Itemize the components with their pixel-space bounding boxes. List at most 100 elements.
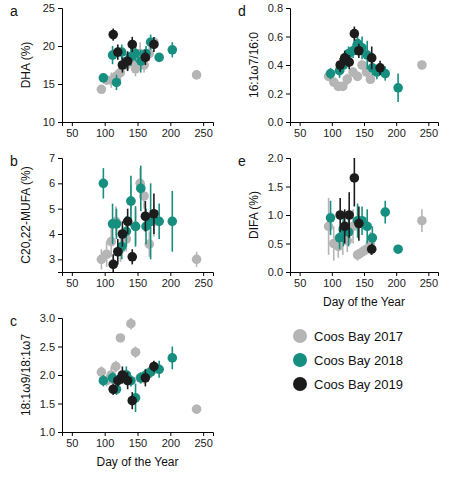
plot-area: [324, 27, 427, 103]
y-tick-mark: [58, 375, 62, 376]
y-tick-mark: [286, 94, 290, 95]
point: [149, 40, 159, 50]
y-tick: 1.0: [268, 209, 290, 221]
x-tick-label: 150: [355, 277, 373, 289]
y-tick-label: 1.0: [268, 209, 283, 221]
series: [326, 201, 403, 254]
point: [335, 233, 345, 243]
point: [368, 233, 378, 243]
point: [112, 78, 122, 88]
series: [99, 166, 178, 260]
x-tick: 100: [96, 122, 114, 139]
series: [108, 193, 158, 272]
point: [192, 404, 202, 414]
y-axis-line: [58, 319, 63, 433]
series: [335, 158, 376, 255]
plot-area: [97, 318, 202, 414]
point: [149, 209, 159, 219]
point: [350, 173, 360, 183]
y-axis: 1.01.52.02.53.0: [40, 312, 63, 438]
point: [111, 362, 121, 372]
point: [367, 244, 377, 254]
y-tick-mark: [286, 215, 290, 216]
y-tick: 7: [49, 152, 62, 164]
y-tick-mark: [286, 122, 290, 123]
series: [108, 29, 158, 73]
y-tick-label: 0.2: [268, 88, 283, 100]
x-tick-label: 200: [387, 277, 405, 289]
y-tick-label: 2.5: [40, 341, 55, 353]
x-tick-label: 50: [294, 277, 306, 289]
series: [99, 35, 178, 90]
y-tick: 2.5: [40, 341, 62, 353]
y-tick-mark: [58, 209, 62, 210]
x-tick-label: 50: [66, 277, 78, 289]
point: [367, 53, 377, 63]
x-tick-mark: [364, 122, 365, 126]
y-tick-mark: [58, 46, 62, 47]
point: [324, 222, 334, 232]
x-tick-label: 50: [294, 127, 306, 139]
point: [123, 376, 133, 386]
x-tick: 100: [323, 122, 341, 139]
y-tick-label: 15: [43, 78, 55, 90]
y-tick-mark: [58, 8, 62, 9]
x-tick-label: 200: [387, 127, 405, 139]
x-tick: 200: [387, 272, 405, 289]
point: [102, 249, 112, 259]
point: [131, 347, 141, 357]
y-tick-mark: [58, 432, 62, 433]
x-tick: 50: [66, 122, 78, 139]
point: [154, 53, 164, 63]
series: [324, 60, 427, 91]
x-tick-mark: [332, 122, 333, 126]
point: [99, 376, 109, 386]
y-tick: 6: [49, 177, 62, 189]
x-tick: 50: [294, 272, 306, 289]
x-axis-title: Day of the Year: [323, 295, 405, 309]
legend-label: Coos Bay 2018: [314, 353, 403, 368]
point: [375, 63, 385, 73]
x-tick: 200: [387, 122, 405, 139]
x-tick-mark: [300, 122, 301, 126]
x-tick-mark: [396, 272, 397, 276]
point: [116, 333, 126, 343]
x-axis-title: Day of the Year: [96, 455, 178, 469]
plot-area: [324, 158, 427, 261]
y-tick-label: 3.0: [40, 312, 55, 324]
y-tick-mark: [286, 187, 290, 188]
x-tick-mark: [138, 272, 139, 276]
legend-swatch: [293, 353, 307, 367]
x-tick-mark: [72, 122, 73, 126]
x-tick-label: 200: [162, 277, 180, 289]
panel: 501001502002500.00.51.01.52.0eDIFA (%)Da…: [238, 149, 439, 309]
x-tick-mark: [72, 272, 73, 276]
x-tick-label: 50: [66, 127, 78, 139]
y-tick-label: 7: [49, 152, 55, 164]
point: [141, 211, 151, 221]
series: [97, 318, 202, 414]
y-tick: 2.0: [40, 369, 62, 381]
point: [326, 213, 336, 223]
plot-area: [97, 166, 202, 272]
series: [97, 168, 202, 269]
y-axis-line: [58, 9, 63, 123]
point: [380, 207, 390, 217]
y-tick: 0.2: [268, 88, 290, 100]
x-tick: 150: [129, 432, 147, 449]
y-tick: 3.0: [40, 312, 62, 324]
x-tick-label: 250: [194, 437, 212, 449]
y-tick-label: 2.0: [40, 369, 55, 381]
y-tick-label: 3: [49, 253, 55, 265]
x-tick: 250: [194, 122, 212, 139]
x-tick-mark: [170, 432, 171, 436]
y-axis-title: 18:1ω9/18:1ω7: [19, 334, 33, 416]
panel: 5010015020025034567bC20,22-MUFA (%): [10, 152, 214, 289]
point: [354, 46, 364, 56]
point: [340, 222, 350, 232]
y-tick-label: 1.5: [268, 181, 283, 193]
point: [167, 45, 177, 55]
x-tick-label: 100: [96, 437, 114, 449]
point: [344, 210, 354, 220]
y-tick-mark: [286, 244, 290, 245]
